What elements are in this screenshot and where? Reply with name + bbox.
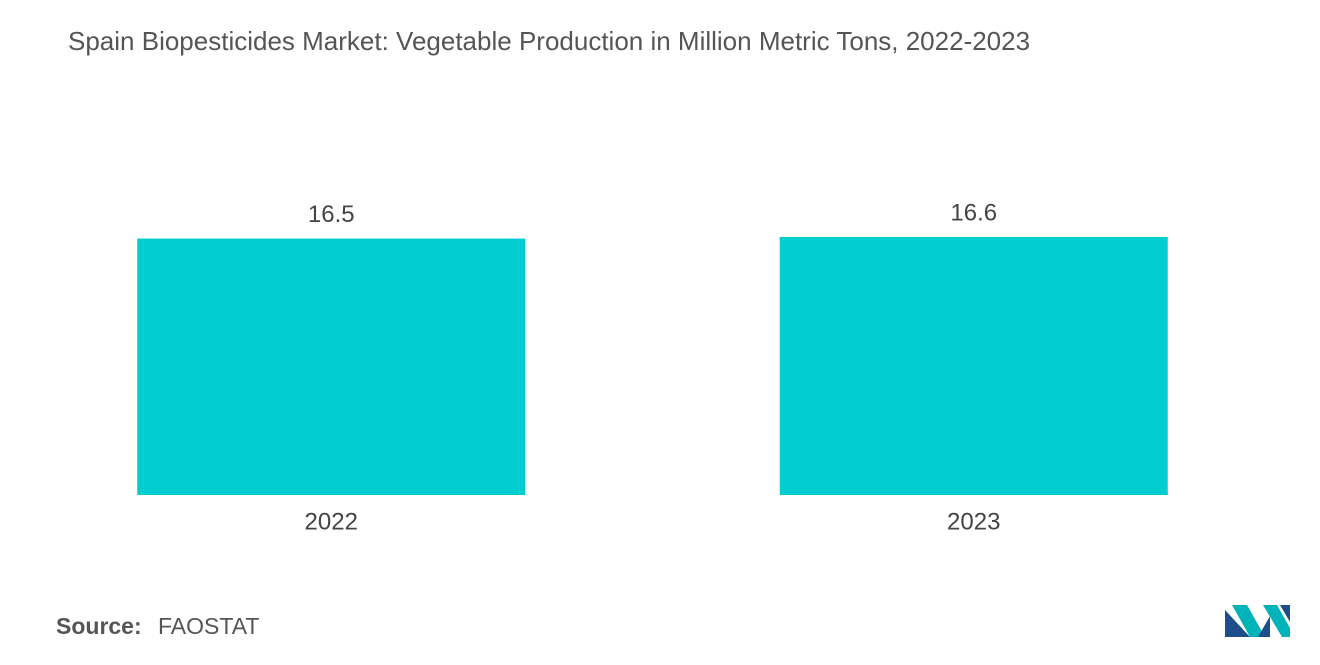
x-tick-label: 2022 [305,508,358,535]
source-label: Source: [56,613,142,639]
value-label: 16.5 [308,201,355,228]
value-label: 16.6 [950,199,997,226]
source: FAOSTAT [158,613,259,639]
chart-title: Spain Biopesticides Market: Vegetable Pr… [68,26,1030,56]
x-tick-label: 2023 [947,508,1000,535]
logo [1225,605,1290,637]
bar [779,237,1168,495]
bar [137,238,526,496]
